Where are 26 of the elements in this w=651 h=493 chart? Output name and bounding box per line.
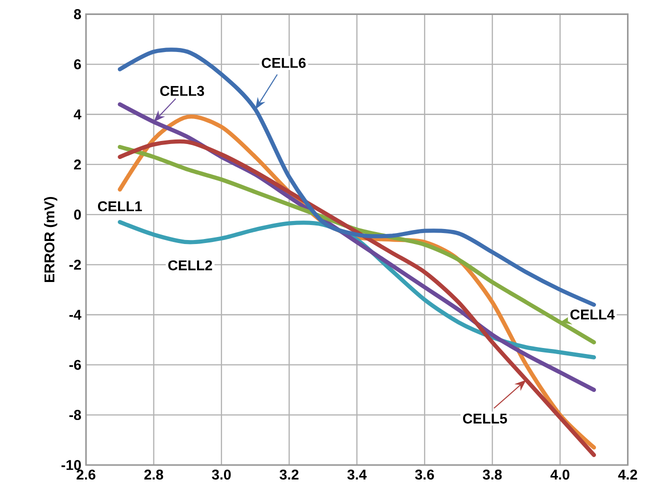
series-label: CELL2: [168, 260, 212, 270]
text: CELL5: [463, 413, 507, 424]
y-tick-label: -4: [69, 310, 82, 320]
x-tick-label: 3.8: [482, 469, 502, 480]
y-axis-title: ERROR (mV): [44, 196, 58, 282]
y-tick-label: 2: [74, 159, 81, 170]
x-tick-label: 3.2: [280, 469, 298, 480]
x-tick-label: 4.0: [550, 469, 570, 480]
y-tick-label: -6: [69, 360, 81, 370]
y-tick-label: -2: [69, 260, 81, 270]
legend-label: CELL4: [570, 309, 615, 320]
x-tick-label: 3.6: [415, 469, 434, 480]
x-tick-label: 3.0: [212, 469, 231, 480]
y-tick-label: 6: [74, 59, 81, 70]
x-tick-label: 4.2: [618, 469, 638, 480]
x-tick-label: 3.4: [347, 469, 367, 480]
y-tick-label: 8: [74, 8, 81, 20]
series-label: CELL3: [160, 86, 204, 96]
y-tick-label: -10: [61, 460, 81, 470]
x-tick-label: 2.8: [144, 469, 164, 480]
x-tick-label: 2.6: [76, 469, 96, 480]
y-tick-label: -8: [69, 410, 81, 420]
text: CELL6: [262, 58, 306, 68]
y-tick-label: 0: [74, 209, 81, 220]
series-label: CELL1: [98, 201, 142, 212]
y-tick-label: 4: [74, 109, 82, 120]
